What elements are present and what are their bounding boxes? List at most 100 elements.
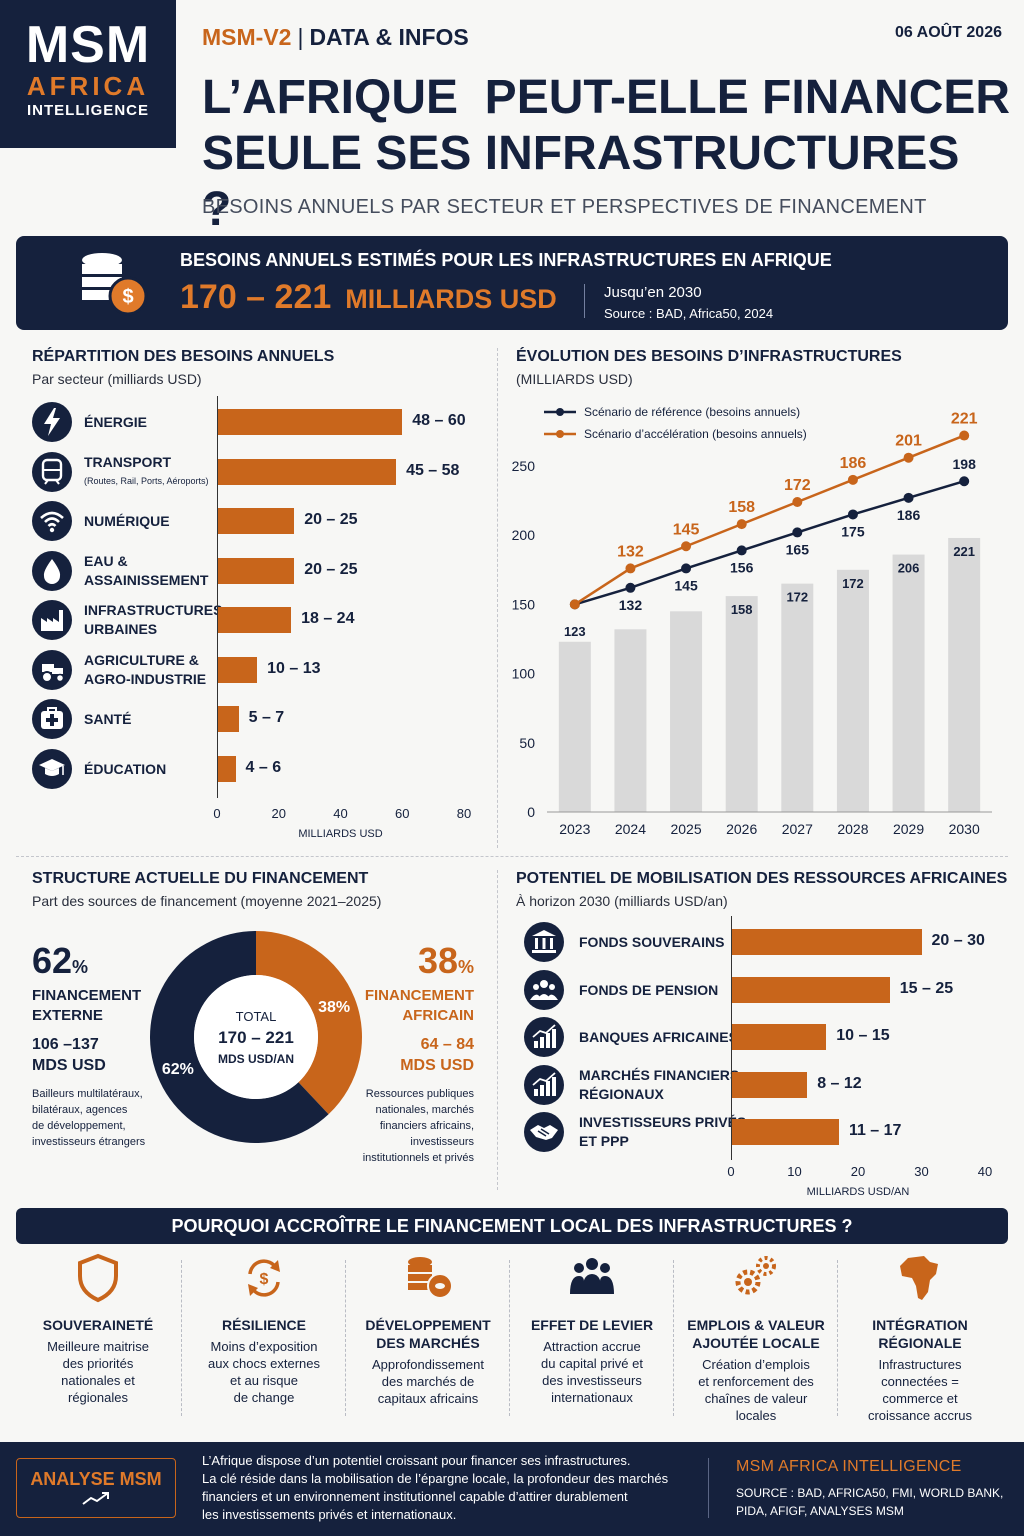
need-bar <box>670 611 703 812</box>
series-point <box>736 519 747 530</box>
y-tick-label: 250 <box>512 458 536 474</box>
medical-kit-icon <box>32 699 72 739</box>
need-bar <box>781 583 814 812</box>
financing-subtitle: Part des sources de financement (moyenne… <box>32 893 382 909</box>
footer-divider <box>708 1458 709 1518</box>
category-label: BANQUES AFRICAINES <box>579 1029 738 1045</box>
range-bar <box>217 557 295 584</box>
range-value: 15 – 25 <box>899 979 954 997</box>
trend-chart-subtitle: (MILLIARDS USD) <box>516 371 633 387</box>
needs-banner: $ BESOINS ANNUELS ESTIMÉS POUR LES INFRA… <box>16 236 1008 330</box>
category-label: TRANSPORT (Routes, Rail, Ports, Aéroports… <box>84 453 209 491</box>
range-value: 20 – 30 <box>931 932 985 949</box>
category-label: MARCHÉS FINANCIERS RÉGIONAUX <box>579 1066 740 1102</box>
range-bar <box>217 409 403 435</box>
category-label: FONDS DE PENSION <box>579 981 719 998</box>
range-bar <box>731 1071 808 1098</box>
african-financing-block: 38% FINANCEMENT AFRICAIN 64 – 84 MDS USD R… <box>346 940 474 1166</box>
range-bar <box>731 976 890 1003</box>
category-label: EAU & ASSAINISSEMENT <box>84 552 209 588</box>
series-point <box>959 430 970 441</box>
category-label: AGRICULTURE & AGRO-INDUSTRIE <box>84 651 207 687</box>
sector-chart-title: RÉPARTITION DES BESOINS ANNUELS <box>32 348 335 365</box>
range-value: 4 – 6 <box>245 758 282 776</box>
x-tick-label: 2028 <box>837 821 868 837</box>
need-bar <box>948 537 981 812</box>
trend-line-chart: 0 50 100 150 200 250 123 132 145 158 172 172 206 221 2… <box>512 405 992 837</box>
x-tick-label: 80 <box>456 806 472 821</box>
mobilisation-subtitle: À horizon 2030 (milliards USD/an) <box>516 893 728 909</box>
african-pct: 38% <box>417 940 474 981</box>
x-tick-label: 2025 <box>670 821 701 837</box>
x-tick-label: 0 <box>213 806 221 821</box>
range-bar <box>217 656 258 683</box>
logo: MSM AFRICA INTELLIGENCE <box>0 0 176 148</box>
category-label: ÉDUCATION <box>84 760 167 777</box>
why-separator <box>509 1260 510 1416</box>
acceleration-line <box>574 434 965 606</box>
x-tick-label: 2026 <box>726 821 757 837</box>
y-tick-label: 0 <box>527 804 535 820</box>
series-value-label: 158 <box>728 499 755 516</box>
series-value-label: 175 <box>841 523 865 539</box>
graduation-cap-icon <box>32 748 72 789</box>
external-slice <box>150 931 329 1143</box>
range-bar <box>217 607 292 633</box>
external-label: FINANCEMENT EXTERNE <box>32 987 142 1024</box>
why-item: INTÉGRATION RÉGIONALE Infrastructures conne… <box>838 1252 1002 1424</box>
page-subtitle: BESOINS ANNUELS PAR SECTEUR ET PERSPECTI… <box>202 196 927 218</box>
why-item-heading: EMPLOIS & VALEUR AJOUTÉE LOCALE <box>687 1317 825 1351</box>
logo-line1: MSM <box>25 16 151 74</box>
legend-marker <box>556 430 564 438</box>
bank-icon <box>524 922 564 962</box>
donut-center-text: 170 – 221 <box>218 1028 294 1047</box>
category-label: INVESTISSEURS PRIVÉS ET PPP <box>579 1114 747 1149</box>
series-value-label: 165 <box>786 541 810 557</box>
people-icon <box>524 969 564 1010</box>
x-tick-label: 20 <box>850 1164 866 1179</box>
x-tick-label: 2030 <box>949 821 980 837</box>
africa-map-icon <box>838 1252 1002 1304</box>
slice-label: 38% <box>318 999 350 1016</box>
banner-unit: MILLIARDS USD <box>345 284 557 314</box>
bar-value-label: 206 <box>898 561 920 576</box>
growth-chart-icon <box>524 1064 564 1105</box>
range-bar <box>217 508 295 534</box>
range-value: 20 – 25 <box>304 560 358 578</box>
financing-donut-chart: 38% 62% TOTAL 170 – 221 MDS USD/AN <box>150 931 362 1143</box>
series-point <box>959 476 970 487</box>
range-bar <box>731 1024 827 1050</box>
banner-amount: 170 – 221 <box>180 278 332 316</box>
footer: ANALYSE MSM L’Afrique dispose d’un poten… <box>0 1442 1024 1536</box>
range-value: 45 – 58 <box>406 461 460 479</box>
x-tick-label: 2023 <box>559 821 590 837</box>
shield-icon <box>16 1252 180 1304</box>
series-value-label: 186 <box>897 507 921 523</box>
series-point <box>681 563 692 574</box>
bar-value-label: 172 <box>842 576 864 591</box>
publication-date: 06 AOÛT 2026 <box>894 24 1002 41</box>
category-label: ÉNERGIE <box>84 414 148 430</box>
donut-center-text: MDS USD/AN <box>218 1052 294 1066</box>
x-tick-label: 2027 <box>782 821 813 837</box>
x-tick-label: 10 <box>787 1164 802 1179</box>
category-note: (Routes, Rail, Ports, Aéroports) <box>84 475 209 486</box>
external-description: Bailleurs multilatéraux, bilatéraux, agen… <box>32 1088 146 1148</box>
series-value-label: 221 <box>951 411 978 428</box>
series-point <box>847 509 858 520</box>
x-tick-label: 2029 <box>893 821 924 837</box>
african-slice <box>256 931 362 1115</box>
range-bar <box>731 929 922 955</box>
why-item: $ RÉSILIENCE Moins d’exposition aux chocs e… <box>182 1252 346 1406</box>
y-axis-line <box>217 396 218 798</box>
external-amount: 106 –137 MDS USD <box>32 1036 106 1074</box>
bar-value-label: 158 <box>731 602 753 617</box>
tractor-icon <box>32 649 72 690</box>
footer-brand: MSM AFRICA INTELLIGENCE <box>736 1458 962 1475</box>
range-value: 10 – 13 <box>267 659 321 677</box>
growth-chart-icon <box>524 1017 564 1057</box>
x-tick-label: 20 <box>271 806 286 821</box>
why-item: SOUVERAINETÉ Meilleure maitrise des priori… <box>16 1252 180 1406</box>
series-value-label: 201 <box>895 433 922 450</box>
donut-hole <box>194 975 318 1099</box>
